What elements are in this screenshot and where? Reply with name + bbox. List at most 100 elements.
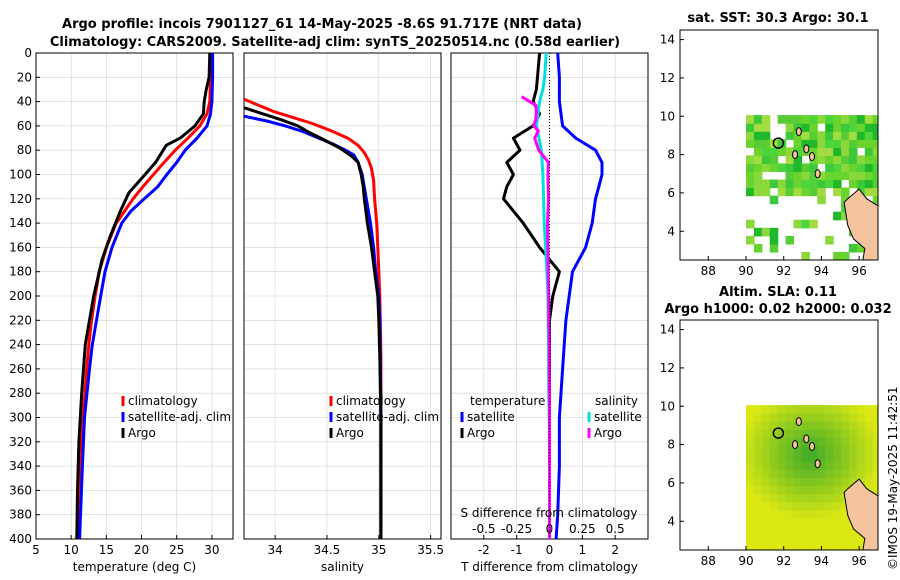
- map-cell: [746, 493, 755, 503]
- map-cell: [817, 461, 826, 471]
- map-cell: [761, 525, 771, 535]
- map-cell: [841, 211, 850, 221]
- map-frame: [679, 29, 879, 261]
- map-cell: [746, 131, 755, 140]
- x-tick-label: 90: [738, 264, 753, 278]
- map-cell: [785, 171, 795, 181]
- legend-label: satellite-adj. clim: [128, 410, 231, 424]
- legend-label: satellite: [467, 410, 515, 424]
- map-cell: [825, 445, 834, 454]
- y-tick-label: 6: [667, 186, 675, 200]
- map-cell: [777, 485, 787, 495]
- map-cell: [785, 187, 795, 197]
- map-cell: [841, 541, 850, 550]
- x-tick-label: 94: [814, 554, 829, 568]
- map-cell: [841, 171, 850, 181]
- map-cell: [841, 195, 850, 205]
- x-axis-label: T difference from climatology: [460, 560, 638, 574]
- map-cell: [769, 477, 779, 487]
- map-cell: [777, 413, 787, 422]
- map-cell: [848, 477, 858, 487]
- x-tick-label: 90: [738, 554, 753, 568]
- map-cell: [785, 501, 795, 511]
- map-field: [746, 405, 878, 550]
- map-cell: [864, 155, 874, 164]
- map-cell: [761, 437, 771, 446]
- map-cell: [848, 445, 858, 454]
- x-tick-label: 34: [267, 543, 282, 557]
- map-cell: [769, 469, 779, 479]
- land-sumatra: [843, 478, 878, 550]
- map-cell: [753, 147, 763, 156]
- map-cell: [785, 533, 795, 543]
- map-cell: [769, 421, 779, 430]
- map-cell: [848, 123, 858, 132]
- map-cell: [848, 469, 858, 479]
- map-cell: [841, 421, 850, 430]
- map-cell: [872, 139, 878, 148]
- map-cell: [833, 147, 842, 156]
- island: [803, 434, 810, 444]
- map-cell: [809, 413, 818, 422]
- map-cell: [833, 211, 842, 221]
- argo-position-marker: [772, 427, 785, 439]
- map-cell: [777, 421, 787, 430]
- map-cell: [793, 445, 803, 454]
- map-cell: [769, 541, 779, 550]
- y-tick-label: 4: [667, 514, 675, 528]
- y-tick-label: 8: [667, 438, 675, 452]
- map-cell: [761, 541, 771, 550]
- map-cell: [793, 405, 803, 414]
- y-tick-label: 100: [9, 168, 32, 182]
- map-cell: [746, 123, 755, 132]
- y-tick-label: 260: [9, 362, 32, 376]
- map-cell: [785, 517, 795, 527]
- map-cell: [833, 525, 842, 535]
- map-cell: [848, 421, 858, 430]
- map-cell: [801, 413, 810, 422]
- y-tick-label: 0: [24, 46, 32, 60]
- x-tick-label: 94: [814, 264, 829, 278]
- map-cell: [833, 437, 842, 446]
- map-cell: [841, 163, 850, 173]
- map-cell: [825, 461, 834, 471]
- map-cell: [785, 421, 795, 430]
- map-cell: [848, 163, 858, 173]
- map-cell: [809, 453, 818, 463]
- map-cell: [864, 461, 874, 471]
- series-line-temperature-satellite: [554, 53, 604, 539]
- map-cell: [872, 171, 878, 181]
- map-cell: [761, 461, 771, 471]
- map-cell: [864, 421, 874, 430]
- map-cell: [864, 115, 874, 124]
- credit-text: ©IMOS 19-May-2025 11:42:51: [886, 386, 900, 570]
- map-cell: [825, 155, 834, 164]
- map-cell: [809, 541, 818, 550]
- island: [809, 442, 815, 451]
- map-cell: [753, 501, 763, 511]
- map-cell: [801, 509, 810, 519]
- map-cell: [864, 469, 874, 479]
- map-cell: [864, 437, 874, 446]
- map-cell: [785, 453, 795, 463]
- map-cell: [841, 509, 850, 519]
- map-cell: [848, 131, 858, 140]
- map-cell: [801, 501, 810, 511]
- map-cell: [841, 533, 850, 543]
- map-cell: [809, 509, 818, 519]
- x-axis-label: salinity: [321, 560, 364, 574]
- map-cell: [801, 461, 810, 471]
- map-cell: [841, 437, 850, 446]
- map-cell: [769, 179, 779, 189]
- map-cell: [746, 533, 755, 543]
- y-tick-label: 220: [9, 313, 32, 327]
- map-cell: [761, 445, 771, 454]
- map-cell: [761, 493, 771, 503]
- map-cell: [817, 131, 826, 140]
- x-tick-label: 96: [852, 554, 867, 568]
- map-cell: [761, 429, 771, 438]
- plot-frame: [243, 52, 442, 540]
- map-cell: [777, 139, 787, 148]
- map-cell: [841, 477, 850, 487]
- x-tick-label: -1: [511, 543, 523, 557]
